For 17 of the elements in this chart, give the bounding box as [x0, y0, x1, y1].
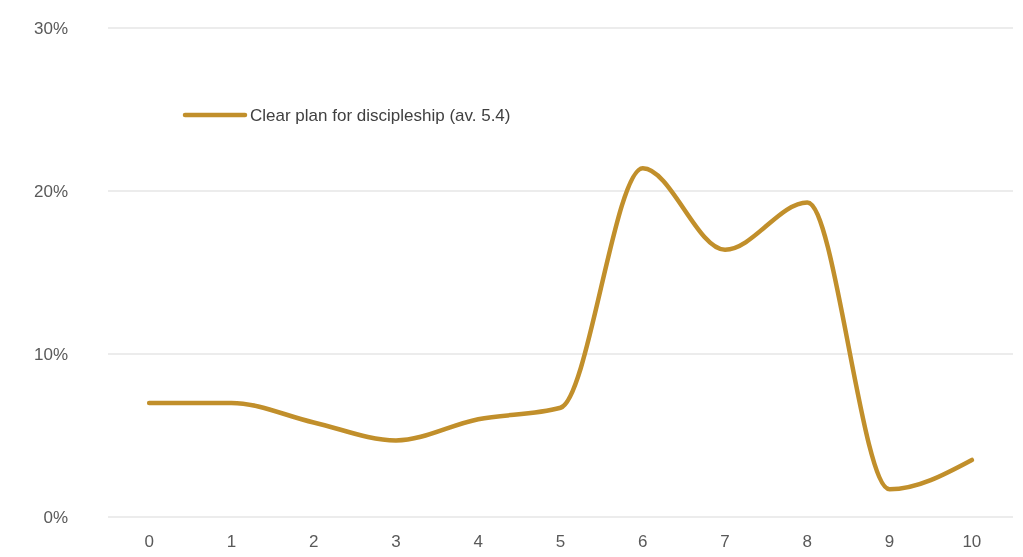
- y-tick-label: 20%: [33, 181, 68, 201]
- x-tick-label: 5: [555, 532, 566, 551]
- x-tick-label: 1: [226, 532, 237, 551]
- legend-label: Clear plan for discipleship (av. 5.4): [250, 105, 511, 125]
- line-series: [146, 165, 975, 492]
- y-tick-label: 30%: [33, 18, 68, 38]
- x-tick-label: 10: [962, 532, 982, 551]
- y-tick-label: 0%: [43, 507, 68, 527]
- x-tick-label: 4: [473, 532, 483, 551]
- y-tick-label: 10%: [33, 344, 68, 364]
- x-tick-label: 2: [308, 532, 319, 551]
- x-tick-label: 6: [638, 532, 648, 551]
- x-tick-label: 7: [720, 532, 730, 551]
- x-tick-label: 8: [802, 532, 813, 551]
- x-tick-label: 3: [391, 532, 401, 551]
- x-tick-label: 0: [144, 532, 154, 551]
- x-tick-label: 9: [884, 532, 895, 551]
